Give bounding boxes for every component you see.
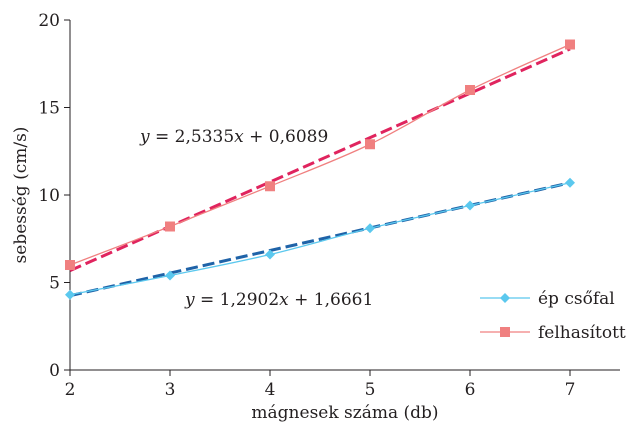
y-tick-label: 0 (49, 361, 60, 381)
data-point-ep-csofal (65, 289, 75, 300)
legend: ép csőfal felhasított (480, 289, 626, 343)
x-tick-label: 7 (565, 380, 576, 400)
y-tick-label: 20 (38, 11, 60, 31)
series-line-ep-csofal (69, 182, 571, 296)
plot-area (69, 20, 620, 371)
data-point-felhasitott (165, 221, 175, 232)
trendline-felhasitott (69, 47, 571, 273)
legend-marker-felhasitott (500, 327, 510, 337)
data-point-ep-csofal (465, 200, 475, 211)
y-ticks: 0 5 10 15 20 (38, 11, 70, 381)
data-point-ep-csofal (565, 177, 575, 188)
trendline-equation-felhasitott: y = 2,5335x + 0,6089 (139, 127, 328, 147)
x-tick-label: 3 (165, 380, 176, 400)
y-tick-label: 5 (49, 274, 60, 294)
x-tick-label: 5 (365, 380, 376, 400)
data-point-ep-csofal (165, 270, 175, 281)
data-point-felhasitott (465, 85, 475, 95)
data-point-felhasitott (565, 39, 575, 50)
x-tick-label: 2 (65, 380, 76, 400)
data-point-ep-csofal (265, 249, 275, 260)
trendline-equation-ep-csofal: y = 1,2902x + 1,6661 (184, 290, 373, 310)
legend-marker-ep-csofal (500, 293, 510, 303)
data-point-ep-csofal (365, 223, 375, 234)
trendlines (69, 47, 571, 298)
legend-label-ep-csofal: ép csőfal (538, 289, 615, 309)
legend-label-felhasitott: felhasított (538, 323, 626, 343)
series-line-felhasitott (69, 43, 571, 266)
x-ticks: 2 3 4 5 6 7 (65, 370, 576, 400)
series-lines (69, 43, 571, 296)
data-point-felhasitott (365, 139, 375, 150)
y-tick-label: 15 (38, 99, 60, 119)
y-axis-label: sebesség (cm/s) (11, 127, 31, 264)
x-tick-label: 4 (265, 380, 276, 400)
x-axis-label: mágnesek száma (db) (251, 403, 438, 423)
x-tick-label: 6 (465, 380, 476, 400)
markers (65, 39, 575, 300)
data-point-felhasitott (265, 181, 275, 192)
data-point-felhasitott (65, 260, 75, 270)
y-tick-label: 10 (38, 186, 60, 206)
